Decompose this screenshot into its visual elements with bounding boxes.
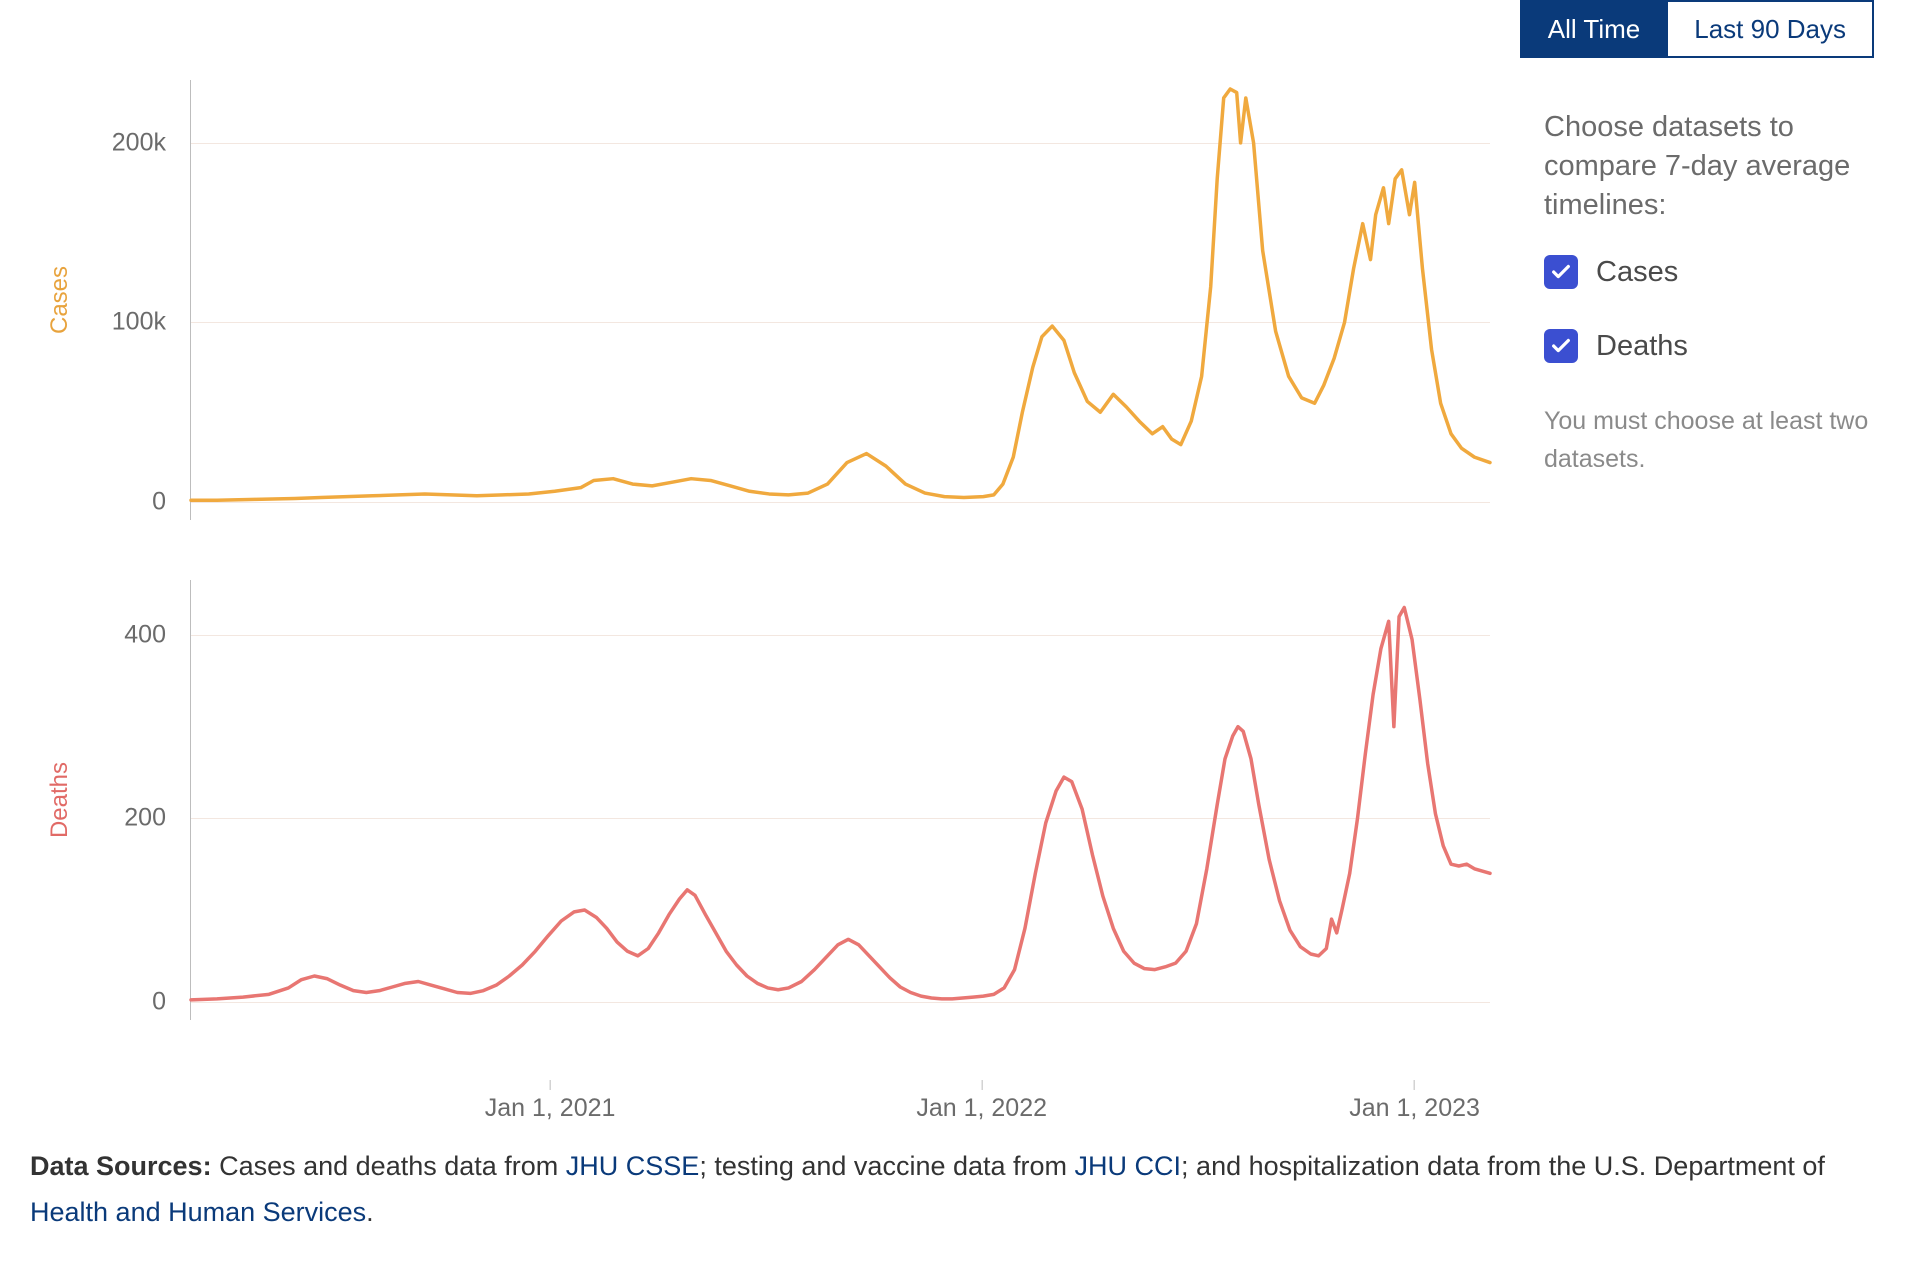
ytick-label: 0 — [152, 488, 180, 517]
plot-cases — [190, 80, 1490, 520]
checkmark-icon — [1550, 335, 1572, 357]
page-root: All Time Last 90 Days Choose datasets to… — [0, 0, 1922, 1266]
timerange-toggle: All Time Last 90 Days — [1520, 0, 1874, 58]
y-axis-label-cases: Cases — [46, 266, 74, 334]
charts-column: Cases0100k200kDeaths0200400 Jan 1, 2021J… — [60, 80, 1490, 1140]
xtick-label: Jan 1, 2021 — [485, 1094, 616, 1123]
xtick-mark — [981, 1080, 982, 1090]
checkmark-icon — [1550, 261, 1572, 283]
dataset-sidebar: Choose datasets to compare 7-day average… — [1544, 108, 1874, 478]
toggle-all-time[interactable]: All Time — [1520, 0, 1666, 58]
checkbox-cases[interactable] — [1544, 255, 1578, 289]
dataset-label-deaths: Deaths — [1596, 330, 1688, 363]
ytick-label: 0 — [152, 987, 180, 1016]
xtick-label: Jan 1, 2022 — [916, 1094, 1047, 1123]
xtick-label: Jan 1, 2023 — [1349, 1094, 1480, 1123]
xtick: Jan 1, 2023 — [1349, 1080, 1480, 1123]
ytick-label: 400 — [124, 621, 180, 650]
checkbox-deaths[interactable] — [1544, 329, 1578, 363]
xtick-mark — [550, 1080, 551, 1090]
footer-t4: . — [366, 1197, 374, 1227]
dataset-label-cases: Cases — [1596, 256, 1678, 289]
ytick-label: 200 — [124, 804, 180, 833]
y-axis-label-deaths: Deaths — [46, 762, 74, 838]
footer-t3: ; and hospitalization data from the U.S.… — [1181, 1151, 1825, 1181]
dataset-row-cases: Cases — [1544, 255, 1874, 289]
footer-bold: Data Sources: — [30, 1151, 212, 1181]
xtick: Jan 1, 2022 — [916, 1080, 1047, 1123]
xtick-mark — [1414, 1080, 1415, 1090]
ytick-label: 100k — [112, 308, 180, 337]
chart-deaths: Deaths0200400 — [60, 580, 1490, 1020]
ytick-label: 200k — [112, 128, 180, 157]
sidebar-note: You must choose at least two datasets. — [1544, 403, 1874, 478]
link-hhs[interactable]: Health and Human Services — [30, 1197, 366, 1227]
chart-cases: Cases0100k200k — [60, 80, 1490, 520]
sidebar-heading: Choose datasets to compare 7-day average… — [1544, 108, 1874, 225]
footer-t2: ; testing and vaccine data from — [699, 1151, 1074, 1181]
toggle-last-90[interactable]: Last 90 Days — [1666, 0, 1874, 58]
dataset-row-deaths: Deaths — [1544, 329, 1874, 363]
plot-deaths — [190, 580, 1490, 1020]
link-jhu-cci[interactable]: JHU CCI — [1075, 1151, 1182, 1181]
series-line-deaths — [191, 580, 1490, 1020]
data-sources-footer: Data Sources: Cases and deaths data from… — [30, 1144, 1874, 1236]
footer-t1: Cases and deaths data from — [212, 1151, 566, 1181]
link-jhu-csse[interactable]: JHU CSSE — [566, 1151, 700, 1181]
xtick: Jan 1, 2021 — [485, 1080, 616, 1123]
x-axis: Jan 1, 2021 Jan 1, 2022 Jan 1, 2023 — [190, 1080, 1490, 1140]
series-line-cases — [191, 80, 1490, 520]
